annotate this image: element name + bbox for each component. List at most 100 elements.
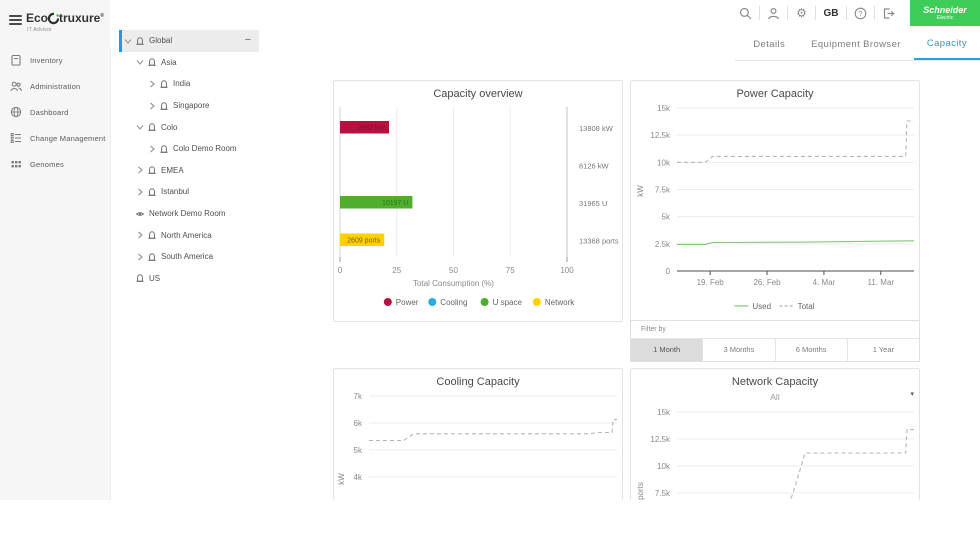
svg-text:kW: kW: [636, 185, 645, 197]
chevron-down-icon[interactable]: ▾: [910, 391, 914, 398]
tree-item-label: US: [149, 273, 161, 283]
svg-text:2.5k: 2.5k: [655, 240, 671, 249]
collapse-icon[interactable]: −: [244, 34, 251, 46]
legend-item-u-space[interactable]: U space: [480, 298, 523, 307]
menu-icon[interactable]: [9, 15, 22, 26]
svg-text:Cooling: Cooling: [440, 298, 467, 307]
svg-text:6126 kW: 6126 kW: [579, 162, 610, 171]
svg-text:Total: Total: [798, 302, 815, 311]
brand-area: Eco truxure® IT Advisor: [0, 0, 110, 47]
tree-item-asia[interactable]: Asia: [119, 52, 259, 74]
sidebar-item-genomes[interactable]: Genomes: [0, 151, 110, 177]
chevron-right-icon[interactable]: [147, 79, 156, 88]
svg-text:U space: U space: [493, 298, 523, 307]
logout-icon[interactable]: [875, 2, 902, 24]
svg-text:0: 0: [666, 267, 671, 276]
filter-button-1-year[interactable]: 1 Year: [846, 339, 919, 361]
site-icon: [160, 80, 168, 88]
chevron-right-icon[interactable]: [135, 166, 144, 175]
tree-item-colo-demo-room[interactable]: Colo Demo Room: [119, 138, 259, 160]
tree-item-label: North America: [161, 230, 212, 240]
chart-title: Power Capacity: [736, 88, 814, 100]
grid-icon: [11, 161, 21, 168]
help-icon[interactable]: ?: [847, 2, 874, 24]
legend-item-network[interactable]: Network: [532, 298, 575, 307]
tree-item-us[interactable]: US: [119, 268, 259, 290]
svg-text:Used: Used: [752, 302, 771, 311]
legend-item-total[interactable]: Total: [779, 302, 815, 311]
legend-item-cooling[interactable]: Cooling: [428, 298, 467, 307]
svg-text:Power: Power: [396, 298, 419, 307]
divider: [874, 6, 875, 20]
site-icon: [148, 231, 156, 239]
sidebar-item-label: Administration: [30, 81, 81, 91]
site-icon: [160, 101, 168, 110]
legend-item-used[interactable]: Used: [734, 302, 771, 311]
chevron-down-icon[interactable]: [123, 36, 132, 45]
chevron-right-icon[interactable]: [135, 231, 144, 240]
filter-button-3-months[interactable]: 3 Months: [702, 339, 774, 361]
locale-selector[interactable]: GB: [823, 7, 839, 19]
filter-button-6-months[interactable]: 6 Months: [774, 339, 847, 361]
chart-title: Network Capacity: [731, 376, 819, 388]
gear-icon[interactable]: ⚙: [796, 6, 807, 20]
network-capacity-chart: 15k 12.5k 10k 7.5k ports: [636, 408, 914, 500]
tree-item-colo[interactable]: Colo: [119, 116, 259, 138]
svg-text:10k: 10k: [657, 158, 671, 167]
tree-item-label: Colo Demo Room: [173, 144, 237, 154]
svg-text:0: 0: [338, 266, 343, 275]
filter-button-group: 1 Month 3 Months 6 Months 1 Year: [631, 338, 919, 361]
svg-text:4k: 4k: [354, 473, 363, 482]
svg-text:100: 100: [560, 266, 574, 275]
tree-item-istanbul[interactable]: Istanbul: [119, 181, 259, 203]
site-icon: [148, 188, 156, 196]
divider: [846, 6, 847, 20]
user-icon[interactable]: [760, 2, 787, 24]
tree-item-global[interactable]: Global −: [119, 30, 259, 52]
svg-text:kW: kW: [337, 473, 346, 485]
app-logo: Eco truxure®: [26, 11, 105, 25]
tree-item-label: Network Demo Room: [149, 209, 226, 219]
series-dropdown[interactable]: All: [770, 392, 780, 402]
tree-item-singapore[interactable]: Singapore: [119, 95, 259, 117]
svg-text:5k: 5k: [354, 446, 363, 455]
site-icon: [148, 252, 156, 261]
search-icon[interactable]: [732, 2, 759, 24]
svg-text:12.5k: 12.5k: [650, 131, 671, 140]
tab-capacity[interactable]: Capacity: [913, 30, 980, 60]
filter-label: Filter by: [641, 326, 666, 333]
filter-button-1-month[interactable]: 1 Month: [631, 339, 703, 361]
legend-item-power[interactable]: Power: [383, 298, 419, 307]
sidebar-item-dashboard[interactable]: Dashboard: [0, 99, 110, 125]
checklist-icon: [10, 133, 21, 143]
chevron-right-icon[interactable]: [147, 101, 156, 110]
chevron-down-icon[interactable]: [135, 58, 144, 67]
tree-item-network-demo-room[interactable]: Network Demo Room: [119, 203, 259, 225]
chevron-right-icon[interactable]: [147, 144, 156, 153]
sidebar-item-administration[interactable]: Administration: [0, 73, 110, 99]
divider: [815, 6, 816, 20]
sidebar-item-change-management[interactable]: Change Management: [0, 125, 110, 151]
globe-icon: [10, 106, 22, 118]
tab-details[interactable]: Details: [753, 39, 786, 50]
sidebar-item-inventory[interactable]: Inventory: [0, 47, 110, 73]
tree-item-india[interactable]: India: [119, 73, 259, 95]
cooling-capacity-chart: 7k 6k 5k 4k kW: [337, 392, 617, 485]
svg-text:?: ?: [858, 9, 862, 18]
tree-item-emea[interactable]: EMEA: [119, 160, 259, 182]
chevron-right-icon[interactable]: [135, 187, 144, 196]
tab-equipment-browser[interactable]: Equipment Browser: [811, 39, 901, 50]
tree-item-north-america[interactable]: North America: [119, 224, 259, 246]
svg-text:13368 ports: 13368 ports: [579, 237, 619, 246]
svg-text:19. Feb: 19. Feb: [697, 278, 725, 287]
network-capacity-card: Network Capacity All ▾ 15k 12.5k 10k 7.5k po…: [630, 368, 920, 500]
svg-text:7k: 7k: [354, 392, 363, 401]
svg-text:25: 25: [392, 266, 401, 275]
tree-item-south-america[interactable]: South America: [119, 246, 259, 268]
divider: [787, 6, 788, 20]
sidebar-item-label: Genomes: [30, 159, 64, 169]
chevron-right-icon[interactable]: [135, 252, 144, 261]
chevron-down-icon[interactable]: [135, 123, 144, 132]
svg-text:4. Mar: 4. Mar: [813, 278, 836, 287]
